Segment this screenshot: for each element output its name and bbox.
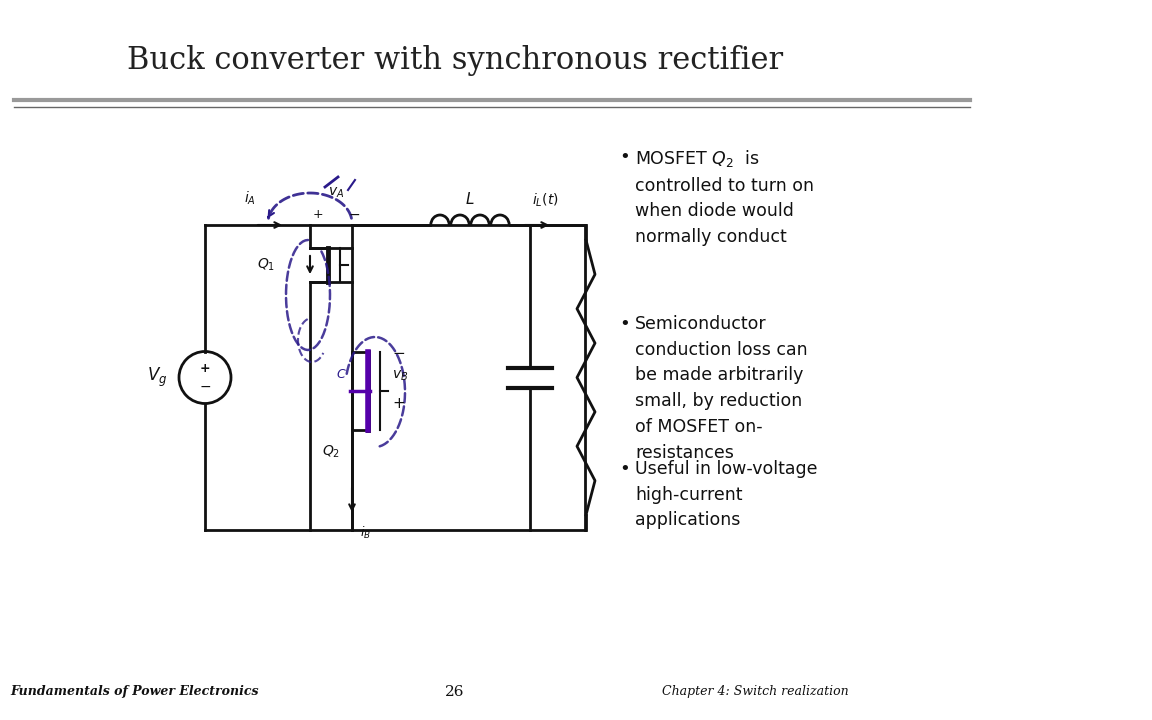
Text: $v_B$: $v_B$: [392, 369, 408, 383]
Text: $C$: $C$: [336, 368, 347, 381]
Text: •: •: [620, 315, 630, 333]
Text: •: •: [620, 460, 630, 478]
Text: +: +: [199, 362, 211, 375]
Text: $i_B$: $i_B$: [359, 525, 371, 541]
Text: $i_A$: $i_A$: [244, 189, 256, 207]
Text: $L$: $L$: [465, 191, 475, 207]
Text: 26: 26: [446, 685, 464, 699]
Text: Useful in low-voltage
high-current
applications: Useful in low-voltage high-current appli…: [635, 460, 818, 529]
Text: $Q_2$: $Q_2$: [321, 444, 340, 460]
Text: +: +: [312, 209, 324, 222]
Text: Chapter 4: Switch realization: Chapter 4: Switch realization: [661, 685, 848, 698]
Text: •: •: [620, 148, 630, 166]
Text: Fundamentals of Power Electronics: Fundamentals of Power Electronics: [10, 685, 259, 698]
Text: −: −: [348, 208, 359, 222]
Text: $i_L(t)$: $i_L(t)$: [531, 192, 559, 209]
Text: +: +: [392, 395, 404, 410]
Text: Semiconductor
conduction loss can
be made arbitrarily
small, by reduction
of MOS: Semiconductor conduction loss can be mad…: [635, 315, 808, 462]
Text: Buck converter with synchronous rectifier: Buck converter with synchronous rectifie…: [127, 45, 783, 76]
Text: $V_g$: $V_g$: [146, 366, 167, 389]
Text: −: −: [392, 346, 404, 361]
Text: $Q_1$: $Q_1$: [257, 257, 275, 273]
Text: MOSFET $Q_2$  is
controlled to turn on
when diode would
normally conduct: MOSFET $Q_2$ is controlled to turn on wh…: [635, 148, 814, 246]
Text: −: −: [199, 379, 211, 394]
Text: $v_A$: $v_A$: [328, 186, 344, 200]
